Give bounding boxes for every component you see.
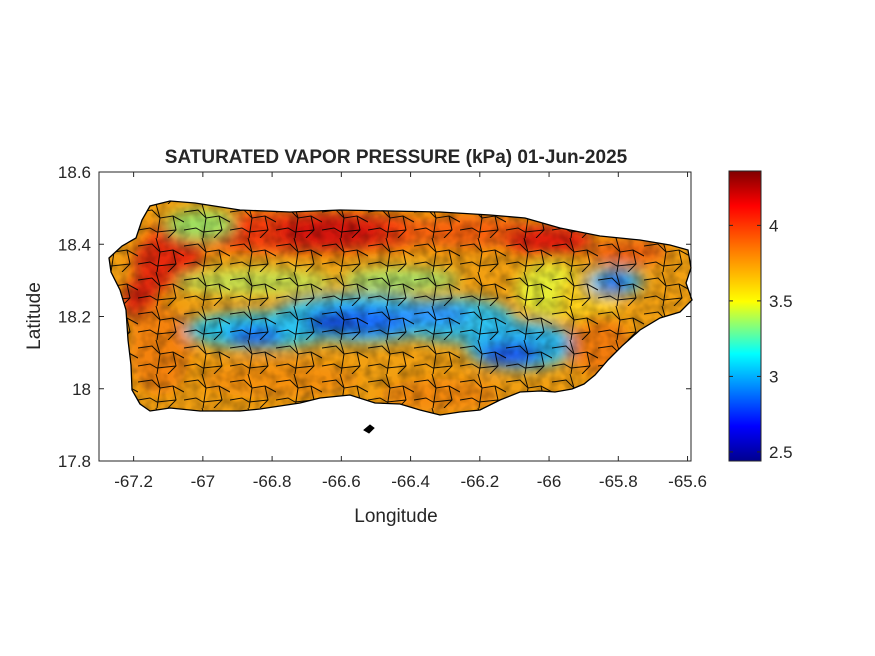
island-outline	[108, 200, 693, 416]
y-tick-label: 18	[72, 380, 91, 399]
colorbar-ticks: 2.5 3 3.5 4	[729, 216, 793, 462]
y-tick-label: 18.4	[58, 235, 91, 254]
colorbar-tick-label: 2.5	[769, 443, 793, 462]
x-tick-label: -66	[537, 472, 562, 491]
islet-outline	[363, 424, 375, 434]
x-tick-label: -65.6	[668, 472, 707, 491]
x-axis-ticks: -67.2 -67 -66.8 -66.6 -66.4 -66.2 -66 -65.8 -65.…	[114, 172, 707, 491]
y-axis-ticks: 17.8 18 18.2 18.4 18.6	[58, 163, 691, 471]
colorbar-tick-label: 4	[769, 216, 778, 235]
x-tick-label: -66.6	[322, 472, 361, 491]
x-tick-label: -65.8	[599, 472, 638, 491]
y-axis-label: Latitude	[24, 282, 45, 350]
island-field	[109, 201, 692, 415]
x-axis-label: Longitude	[354, 506, 437, 527]
x-tick-label: -67.2	[114, 472, 153, 491]
colorbar	[728, 170, 762, 462]
map-title: SATURATED VAPOR PRESSURE (kPa) 01-Jun-20…	[165, 147, 628, 168]
y-tick-label: 18.2	[58, 308, 91, 327]
colorbar-tick-label: 3.5	[769, 292, 793, 311]
colorbar-tick-label: 3	[769, 367, 778, 386]
x-tick-label: -66.2	[460, 472, 499, 491]
x-tick-label: -66.4	[391, 472, 430, 491]
y-tick-label: 18.6	[58, 163, 91, 182]
y-tick-label: 17.8	[58, 452, 91, 471]
x-tick-label: -67	[191, 472, 216, 491]
x-tick-label: -66.8	[253, 472, 292, 491]
